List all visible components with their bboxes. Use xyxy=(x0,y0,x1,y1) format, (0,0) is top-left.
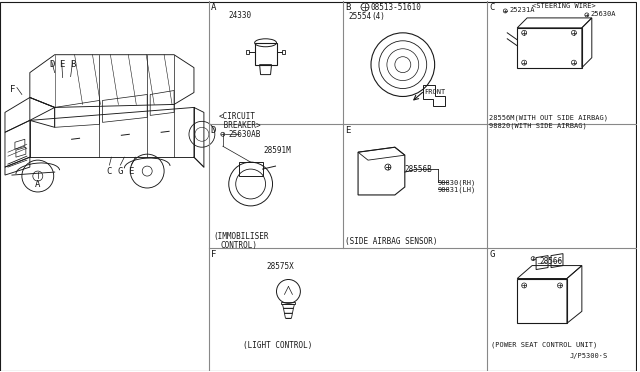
Text: F: F xyxy=(211,250,216,259)
Text: BREAKER>: BREAKER> xyxy=(219,121,260,130)
Text: 08513-51610: 08513-51610 xyxy=(371,3,422,12)
Text: (IMMOBILISER: (IMMOBILISER xyxy=(214,232,269,241)
Text: 25630AB: 25630AB xyxy=(228,130,261,139)
Text: 98830(RH): 98830(RH) xyxy=(438,179,476,186)
Text: G: G xyxy=(490,250,495,259)
Text: B: B xyxy=(70,60,76,69)
Text: 25554: 25554 xyxy=(348,12,371,21)
Text: (POWER SEAT CONTROL UNIT): (POWER SEAT CONTROL UNIT) xyxy=(492,341,598,348)
Text: F: F xyxy=(10,84,15,93)
Text: E: E xyxy=(129,167,134,176)
Text: 28566: 28566 xyxy=(539,257,562,266)
Text: 98820(WITH SIDE AIRBAG): 98820(WITH SIDE AIRBAG) xyxy=(490,122,587,129)
Text: E: E xyxy=(345,126,351,135)
Text: (LIGHT CONTROL): (LIGHT CONTROL) xyxy=(243,341,312,350)
Text: 25231A: 25231A xyxy=(509,7,535,13)
Text: <CIRCUIT: <CIRCUIT xyxy=(219,112,256,121)
Text: 28556M(WITH OUT SIDE AIRBAG): 28556M(WITH OUT SIDE AIRBAG) xyxy=(490,114,609,121)
Text: FRONT: FRONT xyxy=(425,89,446,94)
Text: C: C xyxy=(490,3,495,12)
Text: A: A xyxy=(35,180,40,189)
Text: 28591M: 28591M xyxy=(264,146,291,155)
Text: <STEERING WIRE>: <STEERING WIRE> xyxy=(532,3,596,9)
Text: D: D xyxy=(49,60,54,69)
Text: D: D xyxy=(211,126,216,135)
Text: (4): (4) xyxy=(371,12,385,21)
Text: 24330: 24330 xyxy=(228,11,252,20)
Text: J/P5300·S: J/P5300·S xyxy=(570,353,608,359)
Text: A: A xyxy=(211,3,216,12)
Text: G: G xyxy=(118,167,123,176)
Text: C: C xyxy=(107,167,112,176)
Text: B: B xyxy=(345,3,351,12)
Text: 98831(LH): 98831(LH) xyxy=(438,187,476,193)
Text: 28556B: 28556B xyxy=(405,165,433,174)
Text: E: E xyxy=(59,60,65,69)
Text: (SIDE AIRBAG SENSOR): (SIDE AIRBAG SENSOR) xyxy=(345,237,438,246)
Text: 25630A: 25630A xyxy=(591,11,616,17)
Text: 28575X: 28575X xyxy=(266,262,294,270)
Text: CONTROL): CONTROL) xyxy=(221,241,258,250)
